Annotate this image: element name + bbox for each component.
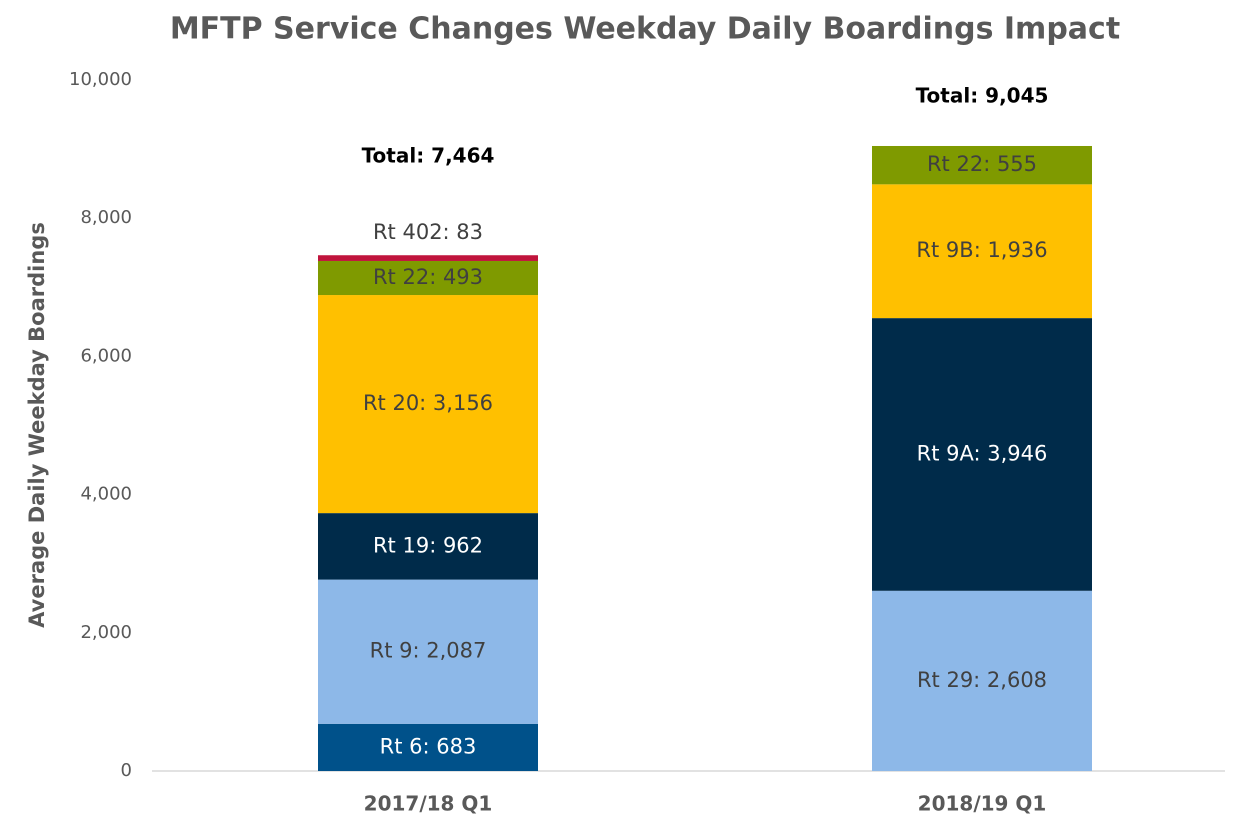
bar-segment — [872, 145, 1092, 185]
data-label: Rt 19: 962 — [373, 533, 483, 557]
bar-segment — [318, 579, 538, 724]
data-label: Rt 29: 2,608 — [917, 668, 1047, 692]
data-label: Rt 20: 3,156 — [363, 391, 493, 415]
data-label: Rt 22: 555 — [927, 152, 1037, 176]
data-label: Rt 9A: 3,946 — [917, 441, 1048, 465]
total-label: Total: 9,045 — [916, 83, 1049, 107]
y-tick-label: 2,000 — [80, 622, 132, 643]
x-tick-label: 2018/19 Q1 — [918, 792, 1047, 816]
y-tick-label: 8,000 — [80, 207, 132, 228]
bar-segment — [318, 513, 538, 580]
data-label: Rt 6: 683 — [380, 734, 477, 758]
chart-title: MFTP Service Changes Weekday Daily Board… — [170, 12, 1120, 47]
bar-segment — [318, 723, 538, 771]
bar-segment — [872, 184, 1092, 319]
total-label: Total: 7,464 — [362, 144, 495, 168]
data-label: Rt 402: 83 — [373, 220, 483, 244]
bar-segment — [318, 255, 538, 261]
y-tick-label: 10,000 — [69, 69, 132, 90]
x-tick-label: 2017/18 Q1 — [364, 792, 493, 816]
data-label: Rt 9: 2,087 — [370, 639, 487, 663]
y-tick-label: 6,000 — [80, 345, 132, 366]
bar-segment — [318, 295, 538, 514]
data-label: Rt 9B: 1,936 — [916, 238, 1047, 262]
y-tick-label: 0 — [121, 760, 132, 781]
data-label: Rt 22: 493 — [373, 265, 483, 289]
bar-segment — [872, 590, 1092, 771]
y-axis-title: Average Daily Weekday Boardings — [25, 222, 49, 628]
bar-segment — [872, 318, 1092, 591]
bar-segment — [318, 260, 538, 296]
y-tick-label: 4,000 — [80, 484, 132, 505]
